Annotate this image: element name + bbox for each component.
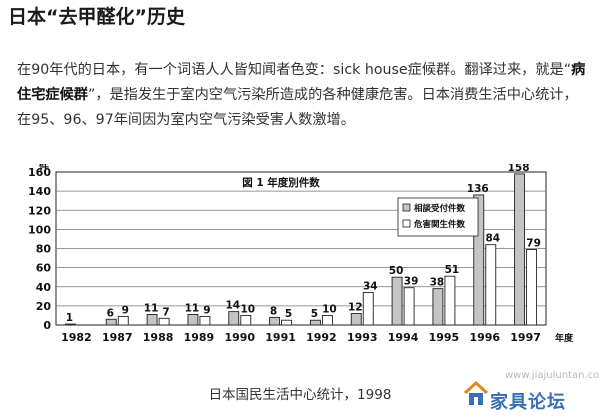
bar-consultations bbox=[269, 316, 281, 326]
data-label: 7 bbox=[162, 306, 169, 318]
bar-harm-cases bbox=[240, 314, 252, 326]
bar-harm-cases bbox=[444, 275, 456, 326]
y-tick-label: 60 bbox=[36, 262, 52, 275]
bar-consultations bbox=[228, 311, 240, 326]
data-label: 38 bbox=[430, 277, 445, 289]
x-tick-label: 1990 bbox=[224, 331, 255, 344]
bar-consultations bbox=[309, 319, 321, 326]
bar-consultations bbox=[514, 173, 526, 326]
y-tick-label: 120 bbox=[28, 204, 51, 217]
x-tick-label: 1982 bbox=[61, 331, 92, 344]
x-tick-label: 1994 bbox=[388, 331, 419, 344]
data-label: 136 bbox=[467, 183, 489, 195]
data-label: 10 bbox=[240, 303, 255, 315]
x-tick-label: 1995 bbox=[429, 331, 460, 344]
bar-consultations bbox=[146, 314, 158, 326]
legend-label: 危害関生件数 bbox=[413, 219, 466, 230]
bar-consultations bbox=[432, 288, 444, 326]
paragraph-text-1: 在90年代的日本，有一个词语人人皆知闻者色变：sick house症候群。翻译过… bbox=[17, 62, 572, 78]
incident-bar-chart: 0 20 40 60 80 100 120 140 160 件図 1 年度別件数 1 1982 6 9 19… bbox=[22, 160, 580, 360]
data-label: 51 bbox=[445, 264, 460, 276]
x-tick-label: 1988 bbox=[143, 331, 174, 344]
bar-consultations bbox=[64, 323, 76, 326]
x-tick-label: 1996 bbox=[469, 331, 500, 344]
data-label: 1 bbox=[66, 312, 73, 324]
x-tick-label: 1993 bbox=[347, 331, 378, 344]
y-tick-label: 0 bbox=[43, 319, 51, 332]
bar-harm-cases bbox=[158, 317, 170, 326]
data-label: 11 bbox=[185, 302, 200, 314]
data-label: 9 bbox=[122, 304, 129, 316]
data-label: 50 bbox=[389, 265, 404, 277]
data-label: 8 bbox=[270, 305, 277, 317]
bar-harm-cases bbox=[485, 244, 497, 326]
bar-consultations bbox=[350, 313, 362, 326]
data-label: 12 bbox=[348, 302, 363, 314]
data-label: 5 bbox=[285, 308, 292, 320]
x-tick-label: 1992 bbox=[306, 331, 337, 344]
y-tick-label: 140 bbox=[28, 185, 51, 198]
intro-paragraph: 在90年代的日本，有一个词语人人皆知闻者色变：sick house症候群。翻译过… bbox=[17, 58, 591, 133]
x-axis-unit: 年度 bbox=[555, 332, 574, 344]
bar-consultations bbox=[105, 318, 117, 326]
bar-consultations bbox=[187, 314, 199, 326]
chart-caption: 日本国民生活中心统计，1998 bbox=[208, 387, 392, 403]
data-label: 10 bbox=[322, 303, 337, 315]
x-tick-label: 1997 bbox=[510, 331, 541, 344]
data-label: 9 bbox=[203, 304, 210, 316]
paragraph-bold-term: 病住宅症候群 bbox=[17, 62, 586, 103]
data-label: 14 bbox=[225, 300, 240, 312]
data-label: 5 bbox=[311, 308, 318, 320]
y-tick-label: 20 bbox=[36, 300, 52, 313]
data-label: 84 bbox=[485, 233, 500, 245]
watermark-url: www.jiajuluntan.com bbox=[505, 370, 600, 381]
x-tick-label: 1991 bbox=[265, 331, 296, 344]
chart-title: 図 1 年度別件数 bbox=[242, 176, 320, 189]
bar-consultations bbox=[391, 276, 403, 326]
y-tick-label: 40 bbox=[36, 281, 52, 294]
bar-harm-cases bbox=[403, 287, 415, 326]
page-heading: 日本“去甲醛化”历史 bbox=[8, 6, 185, 28]
data-label: 6 bbox=[107, 307, 114, 319]
legend-label: 相談受付件数 bbox=[414, 203, 466, 214]
data-label: 158 bbox=[508, 164, 530, 174]
data-label: 11 bbox=[144, 302, 159, 314]
y-tick-label: 160 bbox=[28, 166, 51, 179]
y-tick-label: 80 bbox=[36, 243, 52, 256]
legend-swatch bbox=[402, 219, 411, 228]
bar-harm-cases bbox=[199, 315, 211, 326]
bar-consultations bbox=[473, 194, 485, 326]
bar-harm-cases bbox=[526, 249, 538, 326]
house-logo-icon bbox=[463, 380, 489, 405]
x-tick-label: 1987 bbox=[102, 331, 133, 344]
bar-harm-cases bbox=[117, 315, 129, 326]
legend-box bbox=[397, 197, 479, 237]
data-label: 79 bbox=[526, 237, 541, 249]
bar-harm-cases bbox=[321, 314, 333, 326]
data-label: 39 bbox=[404, 276, 419, 288]
x-tick-label: 1989 bbox=[184, 331, 215, 344]
bar-harm-cases bbox=[362, 292, 374, 326]
data-label: 34 bbox=[363, 280, 378, 292]
watermark-brand: 家具论坛 bbox=[490, 392, 566, 413]
y-axis-label: 件 bbox=[39, 164, 49, 173]
paragraph-text-2: ”，是指发生于室内空气污染所造成的各种健康危害。日本消费生活中心统计，在95、9… bbox=[17, 87, 578, 128]
legend-swatch bbox=[402, 203, 411, 212]
y-tick-label: 100 bbox=[28, 223, 51, 236]
bar-harm-cases bbox=[281, 319, 293, 326]
